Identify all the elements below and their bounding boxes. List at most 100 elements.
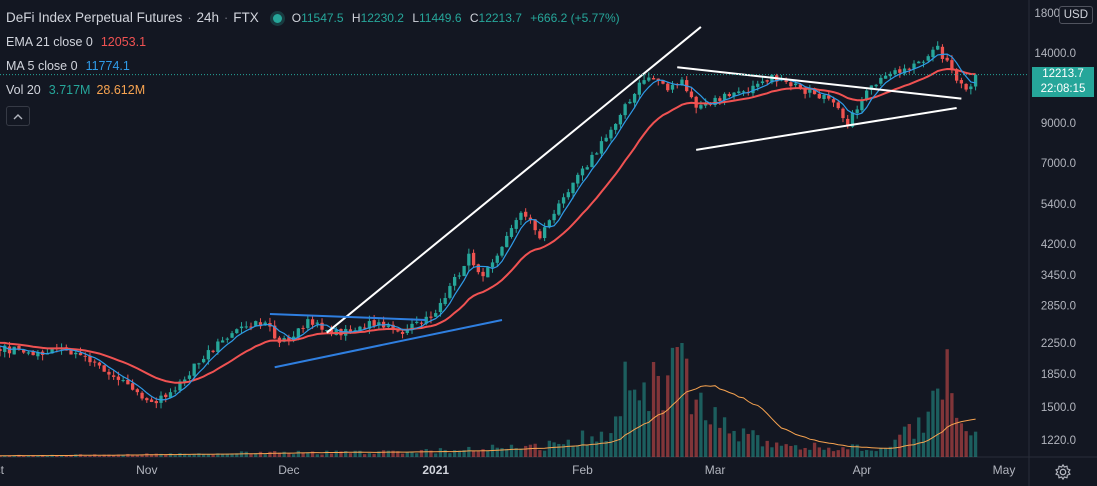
candle-body <box>883 75 888 79</box>
volume-bar <box>637 400 641 457</box>
candle-body <box>273 325 277 339</box>
candle-body <box>197 363 201 365</box>
volume-bar <box>528 444 533 457</box>
candle-body <box>372 320 376 326</box>
volume-bar <box>817 447 821 457</box>
candle-body <box>959 80 964 84</box>
candle-body <box>718 98 722 101</box>
candle-body <box>609 129 613 139</box>
candle-body <box>244 326 248 328</box>
candle-body <box>528 217 533 221</box>
volume-bar <box>438 448 443 457</box>
interval-label[interactable]: 24h <box>196 10 220 26</box>
close-value: 12213.7 <box>478 11 522 25</box>
volume-bar <box>452 450 457 457</box>
bar-countdown-tag: 22:08:15 <box>1032 82 1094 97</box>
candle-body <box>36 352 40 357</box>
candle-body <box>599 141 604 154</box>
candle-body <box>438 302 443 312</box>
separator-dot: · <box>224 10 229 25</box>
candle-body <box>893 70 897 75</box>
candle-body <box>481 271 485 277</box>
candle-body <box>812 88 817 95</box>
volume-bar <box>969 435 973 457</box>
y-tick-label: 1850.0 <box>1041 369 1076 381</box>
candle-body <box>102 365 106 372</box>
volume-bar <box>599 431 604 457</box>
candle-body <box>329 329 334 335</box>
candle-body <box>140 392 144 399</box>
volume-bar <box>201 453 206 457</box>
volume-bar <box>377 451 381 457</box>
volume-bar <box>211 454 215 457</box>
candle-body <box>879 77 883 84</box>
candle-body <box>187 375 192 379</box>
candle-body <box>722 93 727 100</box>
candle-body <box>789 82 793 87</box>
volume-bar <box>604 440 608 457</box>
candle-body <box>173 390 177 392</box>
y-tick-label: 14000.0 <box>1034 48 1076 60</box>
volume-bar <box>841 447 845 457</box>
volume-bar <box>661 410 665 457</box>
ma-legend-row[interactable]: MA 5 close 0 11774.1 <box>6 54 625 78</box>
currency-label[interactable]: USD <box>1058 6 1093 24</box>
candle-body <box>462 265 466 277</box>
ema-legend-row[interactable]: EMA 21 close 0 12053.1 <box>6 30 625 54</box>
volume-bar <box>225 453 229 457</box>
candle-body <box>623 104 627 116</box>
candle-body <box>74 352 78 355</box>
candle-body <box>694 96 698 108</box>
candle-body <box>121 380 125 382</box>
candle-body <box>547 220 552 228</box>
candle-body <box>803 88 807 94</box>
volume-bar <box>353 450 357 457</box>
ema-value: 12053.1 <box>100 34 147 49</box>
candle-body <box>737 91 741 94</box>
candle-body <box>637 82 641 95</box>
candle-body <box>31 351 35 356</box>
collapse-legend-button[interactable] <box>6 106 30 126</box>
volume-bar <box>55 455 59 457</box>
candle-body <box>651 78 656 80</box>
volume-bar <box>97 455 102 457</box>
gear-icon[interactable] <box>1054 463 1072 481</box>
high-label: H <box>351 11 361 25</box>
volume-bar <box>699 392 703 457</box>
candle-body <box>230 333 234 338</box>
volume-bar <box>685 358 689 457</box>
candle-body <box>969 86 973 90</box>
volume-bar <box>434 453 438 457</box>
candle-body <box>585 167 589 170</box>
candle-body <box>367 321 372 329</box>
candle-body <box>377 322 381 326</box>
candle-body <box>509 228 514 237</box>
candle-body <box>793 83 798 86</box>
volume-bar <box>263 454 267 457</box>
volume-bar <box>614 416 618 457</box>
candle-body <box>808 88 812 93</box>
volume-bar <box>959 423 964 457</box>
volume-legend-row[interactable]: Vol 20 3.717M 28.612M <box>6 78 625 102</box>
candle-body <box>822 94 826 100</box>
volume-bar <box>964 431 968 457</box>
volume-bar <box>348 453 353 457</box>
volume-bar <box>945 349 949 457</box>
candle-body <box>661 80 665 84</box>
candle-body <box>950 60 954 71</box>
candle-body <box>756 83 760 87</box>
symbol-title[interactable]: DeFi Index Perpetual Futures <box>6 10 183 26</box>
volume-bar <box>585 445 589 457</box>
y-tick-label: 5400.0 <box>1041 199 1076 211</box>
volume-bar <box>623 361 627 457</box>
volume-bar <box>812 442 817 457</box>
volume-bar <box>936 388 940 457</box>
trendline <box>326 26 702 334</box>
y-tick-label: 3450.0 <box>1041 270 1076 282</box>
exchange-label: FTX <box>233 10 259 26</box>
y-tick-label: 7000.0 <box>1041 158 1076 170</box>
candle-body <box>490 262 495 268</box>
low-value: 11449.6 <box>419 11 462 25</box>
candle-body <box>126 379 130 385</box>
